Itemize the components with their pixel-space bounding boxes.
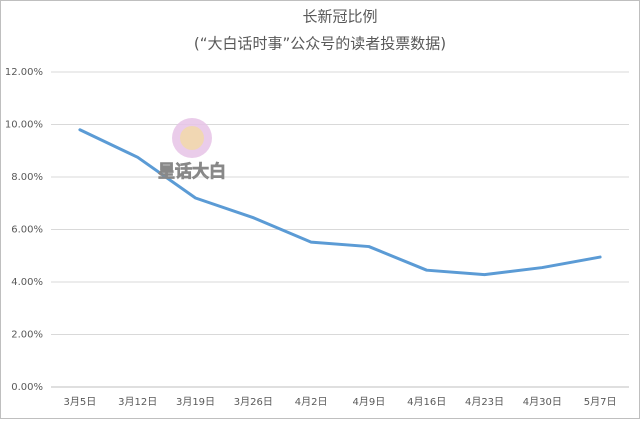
- x-tick-label: 4月9日: [353, 396, 386, 408]
- x-tick-label: 3月5日: [64, 396, 97, 408]
- x-tick-label: 4月30日: [523, 396, 562, 408]
- chart-subtitle: (“大白话时事”公众号的读者投票数据): [194, 35, 446, 53]
- y-tick-label: 2.00%: [11, 330, 43, 341]
- x-tick-label: 3月19日: [176, 396, 215, 408]
- y-tick-label: 4.00%: [11, 277, 43, 288]
- x-tick-label: 5月7日: [584, 396, 617, 408]
- x-tick-label: 4月23日: [465, 396, 504, 408]
- y-tick-label: 6.00%: [11, 225, 43, 236]
- line-series: [78, 128, 602, 277]
- x-tick-label: 4月16日: [407, 396, 446, 408]
- y-tick-label: 12.00%: [5, 67, 43, 78]
- x-tick-label: 3月26日: [234, 396, 273, 408]
- x-tick-label: 4月2日: [295, 396, 328, 408]
- watermark: 星话大白: [158, 161, 226, 182]
- x-tick-label: 3月12日: [118, 396, 157, 408]
- chart-title: 长新冠比例: [302, 8, 377, 26]
- y-tick-label: 8.00%: [11, 172, 43, 183]
- watermark-icon: [172, 118, 212, 158]
- y-tick-label: 0.00%: [11, 382, 43, 393]
- y-tick-label: 10.00%: [5, 120, 43, 131]
